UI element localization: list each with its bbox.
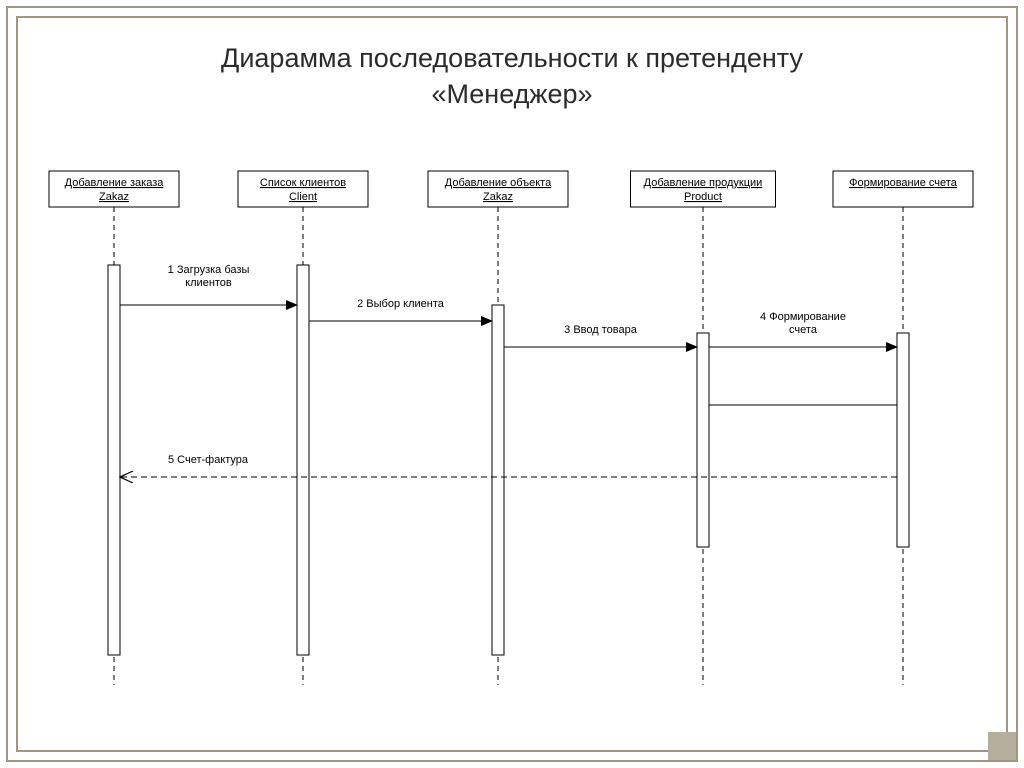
lifeline-sublabel: Zakaz [483, 191, 513, 203]
message-label: 2 Выбор клиента [357, 298, 445, 310]
slide-title: Диарамма последовательности к претендент… [0, 40, 1024, 113]
activation-bar [108, 265, 120, 655]
lifeline-label: Список клиентов [260, 177, 346, 189]
lifeline-label: Формирование счета [849, 177, 958, 189]
sequence-diagram: Добавление заказа Zakaz Список клиентов Cli… [18, 165, 1006, 705]
message-label: 5 Счет-фактура [168, 454, 249, 466]
message-label: счета [789, 324, 818, 336]
slide: Диарамма последовательности к претендент… [0, 0, 1024, 768]
lifeline-sublabel: Product [684, 191, 722, 203]
message-label: 1 Загрузка базы [168, 264, 250, 276]
activation-bar [697, 333, 709, 547]
activation-bar [297, 265, 309, 655]
lifeline-sublabel: Zakaz [99, 191, 129, 203]
activation-bar [897, 333, 909, 547]
lifeline-label: Добавление объекта [445, 177, 552, 189]
lifeline-sublabel: Client [289, 191, 317, 203]
lifeline-label: Добавление заказа [65, 177, 165, 189]
sequence-svg: Добавление заказа Zakaz Список клиентов Cli… [18, 165, 1006, 705]
message-label: 3 Ввод товара [564, 324, 638, 336]
message-label: клиентов [185, 277, 232, 289]
title-line2: «Менеджер» [431, 79, 592, 109]
lifeline-label: Добавление продукции [644, 177, 763, 189]
activation-bar [492, 305, 504, 655]
title-line1: Диарамма последовательности к претендент… [221, 43, 803, 73]
message-label: 4 Формирование [760, 311, 846, 323]
corner-accent [988, 732, 1016, 760]
